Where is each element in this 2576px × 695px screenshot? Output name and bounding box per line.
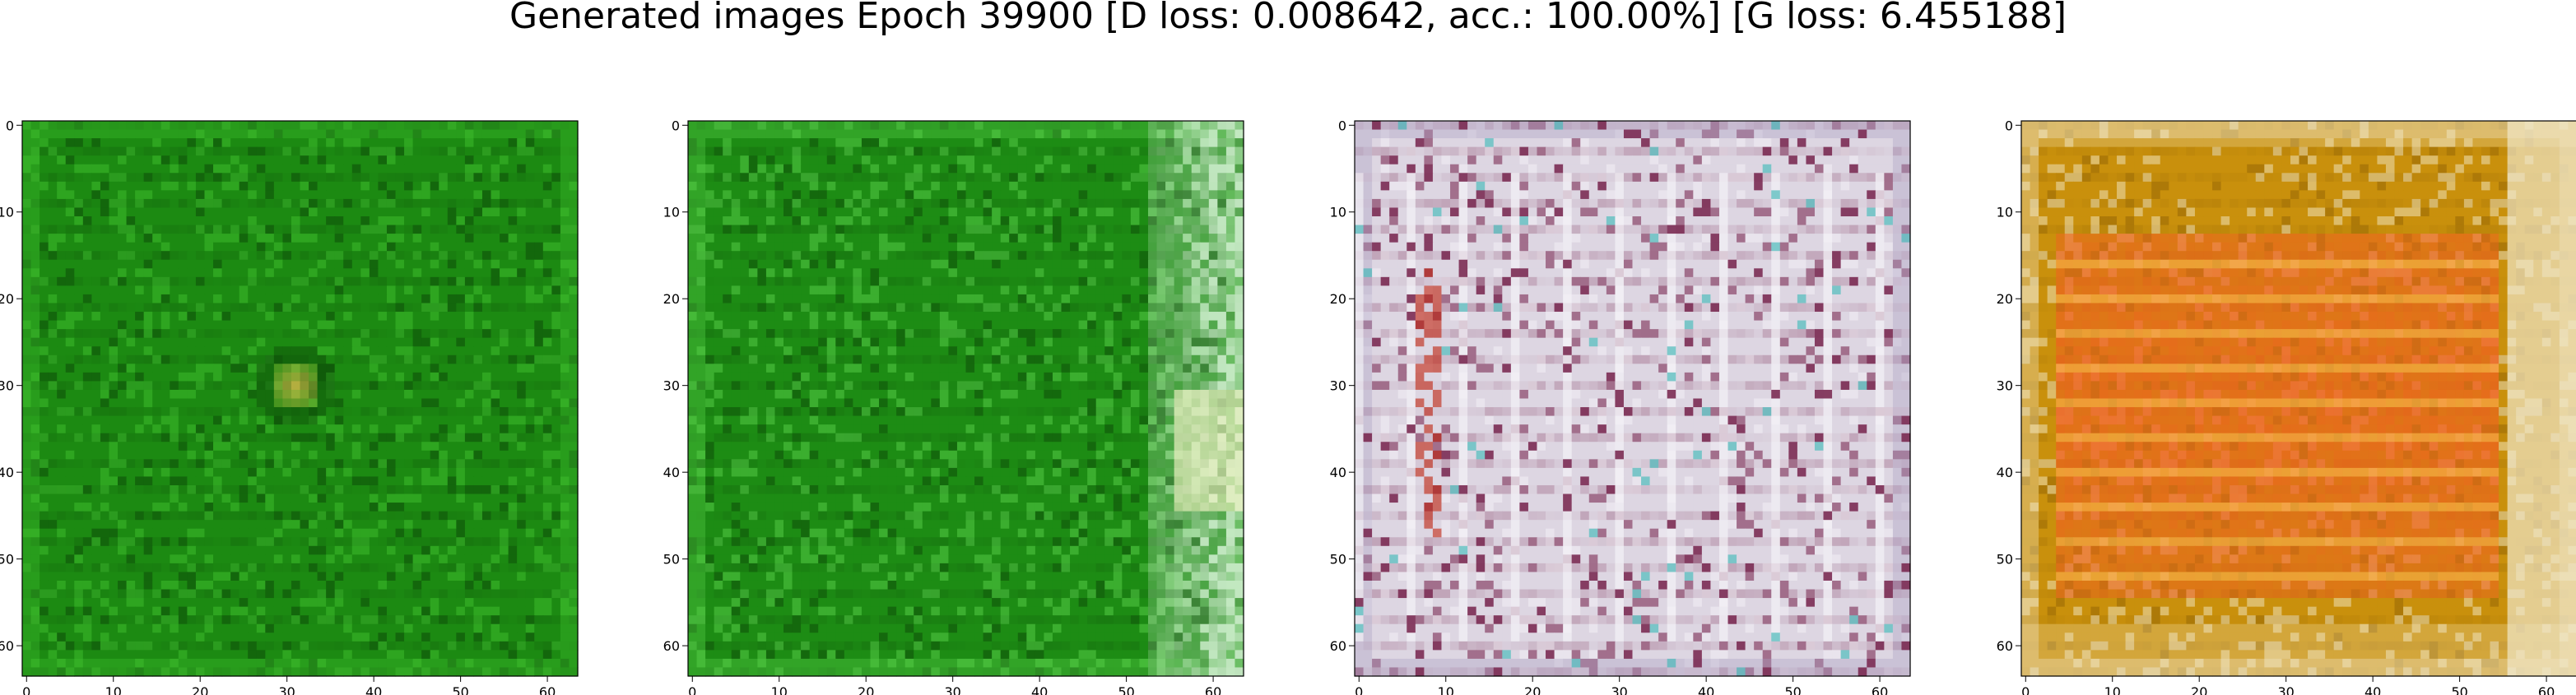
y-tick-label: 0: [672, 118, 680, 133]
y-tick-label: 40: [1330, 465, 1346, 480]
x-tick-label: 50: [452, 684, 468, 695]
y-tick-label: 60: [1997, 638, 2013, 654]
x-tick-label: 20: [2191, 684, 2207, 695]
axes-frame: [21, 120, 579, 677]
x-tick-label: 30: [945, 684, 961, 695]
x-tick-label: 40: [1698, 684, 1714, 695]
x-tick-label: 50: [2451, 684, 2467, 695]
image-pixels: [688, 121, 1244, 677]
image-panel-4: 0 10 20 30 40 50 60 0 10 20 30 40 50 60: [1997, 118, 2576, 695]
y-tick-label: 0: [2005, 118, 2013, 133]
y-tick-label: 30: [1997, 378, 2013, 394]
y-tick-label: 30: [0, 378, 14, 394]
x-tick-label: 40: [2364, 684, 2381, 695]
y-tick-label: 50: [0, 552, 14, 568]
x-tick-label: 0: [2021, 684, 2030, 695]
x-tick-label: 0: [688, 684, 696, 695]
y-tick-label: 50: [1330, 552, 1346, 568]
x-tick-label: 10: [2104, 684, 2121, 695]
x-tick-label: 50: [1784, 684, 1801, 695]
image-pixels: [22, 121, 579, 677]
y-tick-label: 20: [1330, 291, 1346, 307]
y-tick-label: 10: [0, 205, 14, 220]
x-tick-label: 0: [1355, 684, 1363, 695]
x-tick-label: 10: [771, 684, 788, 695]
y-tick-label: 20: [0, 291, 14, 307]
x-tick-label: 20: [192, 684, 208, 695]
image-panel-3: 0 10 20 30 40 50 60 0 10 20 30 40 50 60: [1330, 118, 1911, 695]
y-tick-label: 30: [1330, 378, 1346, 394]
x-tick-label: 30: [2278, 684, 2295, 695]
x-tick-label: 10: [1438, 684, 1454, 695]
image-pixels: [1355, 121, 1911, 677]
axes-frame: [1354, 120, 1911, 677]
x-tick-label: 20: [1524, 684, 1541, 695]
image-panel-1: 0 10 20 30 40 50 60 0 10 20 30 40 50 60: [0, 118, 579, 695]
y-tick-label: 0: [1338, 118, 1346, 133]
image-panel-2: 0 10 20 30 40 50 60 0 10 20 30 40 50 60: [663, 118, 1244, 695]
x-tick-label: 20: [858, 684, 874, 695]
x-tick-label: 30: [279, 684, 295, 695]
y-tick-label: 50: [1997, 552, 2013, 568]
axes-frame: [2020, 120, 2576, 677]
x-tick-label: 60: [1872, 684, 1888, 695]
y-tick-label: 10: [1997, 205, 2013, 220]
y-tick-label: 60: [0, 638, 14, 654]
x-tick-label: 60: [2538, 684, 2555, 695]
y-tick-label: 20: [663, 291, 680, 307]
x-tick-label: 50: [1118, 684, 1134, 695]
y-tick-label: 20: [1997, 291, 2013, 307]
x-tick-label: 60: [539, 684, 556, 695]
x-tick-label: 0: [22, 684, 30, 695]
axes-frame: [687, 120, 1244, 677]
y-tick-label: 50: [663, 552, 680, 568]
figure-title: Generated images Epoch 39900 [D loss: 0.…: [509, 0, 2067, 37]
y-tick-label: 10: [1330, 205, 1346, 220]
image-pixels: [2021, 121, 2576, 677]
y-tick-label: 30: [663, 378, 680, 394]
x-tick-label: 40: [1031, 684, 1048, 695]
y-tick-label: 10: [663, 205, 680, 220]
y-tick-label: 40: [0, 465, 14, 480]
y-tick-label: 0: [6, 118, 14, 133]
x-tick-label: 40: [365, 684, 382, 695]
x-tick-label: 30: [1611, 684, 1628, 695]
y-tick-label: 60: [1330, 638, 1346, 654]
y-tick-label: 60: [663, 638, 680, 654]
y-tick-label: 40: [663, 465, 680, 480]
x-tick-label: 60: [1205, 684, 1221, 695]
y-tick-label: 40: [1997, 465, 2013, 480]
x-tick-label: 10: [105, 684, 122, 695]
